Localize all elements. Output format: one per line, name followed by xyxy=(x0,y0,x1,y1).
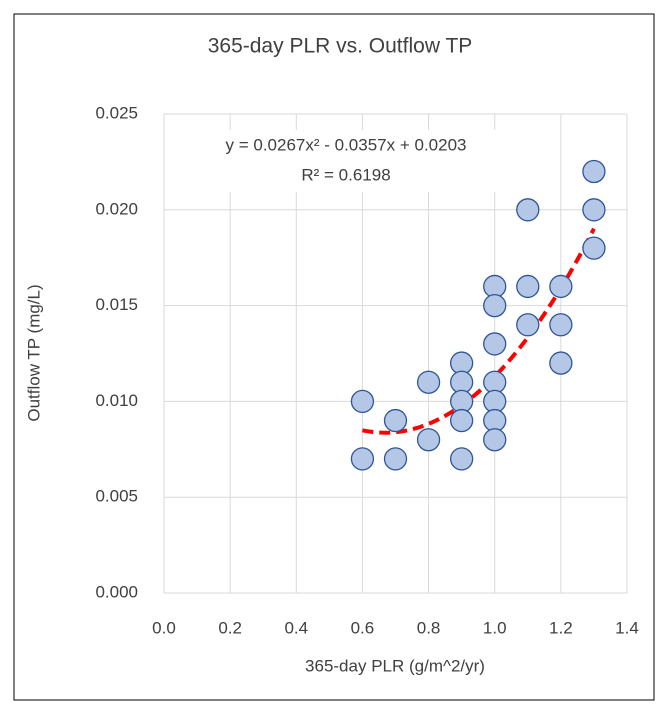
trendline-equation: y = 0.0267x² - 0.0357x + 0.0203 xyxy=(225,135,466,154)
data-point xyxy=(483,332,507,356)
x-tick-label: 0.2 xyxy=(218,618,242,637)
y-tick-label: 0.020 xyxy=(95,199,138,218)
data-point xyxy=(449,447,474,471)
data-point xyxy=(483,428,507,452)
data-point xyxy=(416,428,441,452)
data-point xyxy=(350,447,375,471)
data-point xyxy=(549,313,573,337)
data-point xyxy=(449,408,474,433)
x-tick-label: 0.6 xyxy=(351,618,375,637)
y-axis-title: Outflow TP (mg/L) xyxy=(24,284,43,421)
x-tick-label: 0.0 xyxy=(152,618,176,637)
y-tick-label: 0.015 xyxy=(95,295,138,314)
x-axis-title: 365-day PLR (g/m^2/yr) xyxy=(305,656,485,675)
data-point xyxy=(383,408,408,433)
data-point xyxy=(549,351,573,375)
y-tick-label: 0.005 xyxy=(95,487,138,506)
x-tick-label: 1.2 xyxy=(549,618,573,637)
chart-border xyxy=(13,13,655,701)
data-point xyxy=(582,159,606,184)
y-tick-label: 0.025 xyxy=(95,103,138,122)
y-tick-label: 0.000 xyxy=(95,582,138,601)
x-tick-label: 0.8 xyxy=(417,618,441,637)
equation-box xyxy=(170,130,522,192)
y-tick-label: 0.010 xyxy=(95,391,138,410)
data-point xyxy=(516,313,540,337)
x-tick-label: 1.4 xyxy=(615,618,639,637)
data-point xyxy=(516,274,540,299)
trendline xyxy=(362,227,596,435)
data-point xyxy=(416,370,441,394)
data-point xyxy=(582,236,606,260)
data-point xyxy=(483,293,507,318)
data-point xyxy=(350,389,375,414)
data-point xyxy=(383,447,408,471)
data-point xyxy=(516,198,540,222)
data-point xyxy=(582,198,606,222)
trendline-r2: R² = 0.6198 xyxy=(301,165,390,184)
data-point xyxy=(549,274,573,299)
x-tick-label: 0.4 xyxy=(284,618,308,637)
x-tick-label: 1.0 xyxy=(483,618,507,637)
chart-title: 365-day PLR vs. Outflow TP xyxy=(208,35,473,58)
